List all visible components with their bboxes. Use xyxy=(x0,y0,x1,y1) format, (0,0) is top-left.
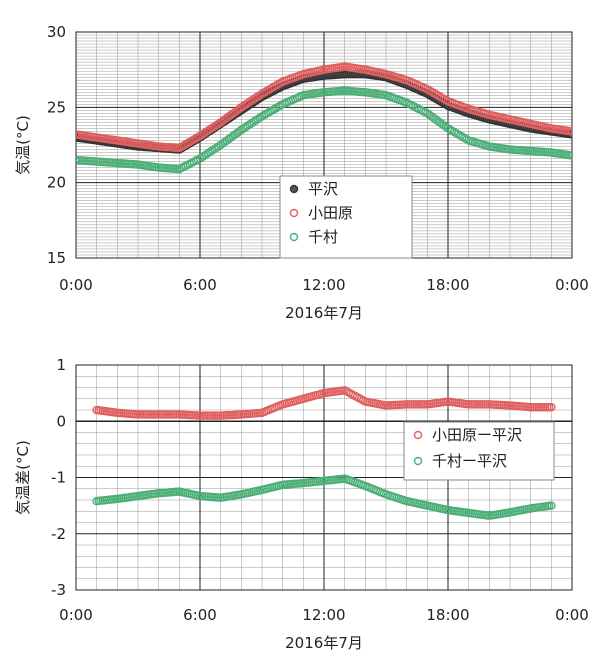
y-tick-label: 0 xyxy=(56,412,66,430)
legend-label: 平沢 xyxy=(308,180,338,198)
legend-box xyxy=(279,175,413,259)
legend-label: 千村 xyxy=(308,228,338,246)
legend-label: 千村ー平沢 xyxy=(432,452,507,470)
y-axis-label: 気温(°C) xyxy=(14,115,32,175)
x-tick-label: 12:00 xyxy=(302,606,345,624)
x-tick-label: 0:00 xyxy=(555,276,589,294)
y-axis-label: 気温差(°C) xyxy=(14,440,32,515)
data-point xyxy=(567,151,572,160)
series-2 xyxy=(76,86,572,174)
legend-marker xyxy=(413,430,423,440)
legend-marker xyxy=(289,232,299,242)
x-tick-label: 0:00 xyxy=(59,606,93,624)
x-tick-label: 18:00 xyxy=(426,606,469,624)
y-tick-label: -1 xyxy=(51,469,66,487)
x-axis-label: 2016年7月 xyxy=(285,634,363,652)
series-1 xyxy=(92,474,556,521)
y-tick-label: 30 xyxy=(47,23,66,41)
legend-marker xyxy=(413,456,423,466)
x-tick-label: 12:00 xyxy=(302,276,345,294)
series-1 xyxy=(76,62,572,153)
data-point xyxy=(255,90,265,100)
y-tick-label: -2 xyxy=(51,525,66,543)
x-tick-label: 0:00 xyxy=(555,606,589,624)
x-tick-label: 0:00 xyxy=(59,276,93,294)
y-tick-label: 25 xyxy=(47,98,66,116)
y-tick-label: -3 xyxy=(51,581,66,599)
data-point xyxy=(567,127,572,136)
data-point xyxy=(547,501,556,510)
y-tick-label: 15 xyxy=(47,249,66,267)
temperature-difference-chart: 1 0 -1 -2 -3 0:00 6:00 12:00 18:00 0:00 2016年7月 気温差… xyxy=(14,356,589,652)
legend-marker xyxy=(289,208,299,218)
x-tick-label: 18:00 xyxy=(426,276,469,294)
temperature-chart: 15 20 25 30 0:00 6:00 12:00 18:00 0:00 2016年7月 気温(… xyxy=(14,23,589,322)
x-axis-label: 2016年7月 xyxy=(285,304,363,322)
data-point xyxy=(255,113,265,122)
data-point xyxy=(547,402,556,412)
legend-label: 小田原 xyxy=(308,204,353,222)
legend-label: 小田原ー平沢 xyxy=(432,426,522,444)
x-tick-label: 6:00 xyxy=(183,606,217,624)
plot-frame xyxy=(75,364,573,591)
x-tick-label: 6:00 xyxy=(183,276,217,294)
y-tick-label: 1 xyxy=(56,356,66,374)
legend-marker xyxy=(289,184,299,194)
series-0 xyxy=(92,386,556,420)
legend-box xyxy=(403,421,555,481)
y-tick-label: 20 xyxy=(47,174,66,192)
